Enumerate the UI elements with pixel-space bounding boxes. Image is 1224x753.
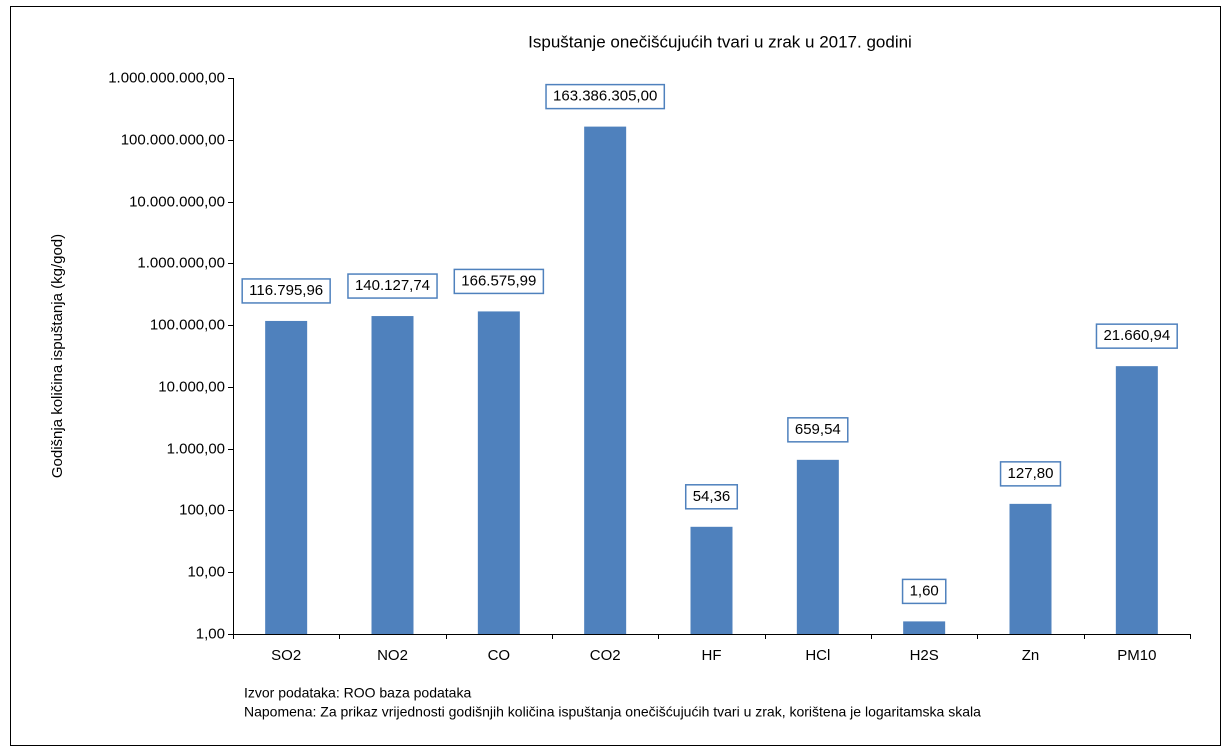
bar [796,459,839,634]
y-tick-label: 1.000,00 [167,440,225,457]
data-label-box [453,268,545,295]
y-tick-label: 10,00 [187,563,225,580]
chart-title: Ispuštanje onečišćujućih tvari u zrak u … [528,32,912,51]
y-axis-label: Godišnja količina ispuštanja (kg/god) [49,234,66,478]
x-tick-label: H2S [910,647,939,664]
bar [477,311,520,634]
bar [1115,366,1158,634]
x-tick-label: SO2 [271,647,301,664]
data-label-box [241,278,331,304]
bar [584,126,627,635]
bar [690,526,733,634]
data-label: 163.386.305,00 [553,88,657,105]
data-label: 1,60 [910,582,939,599]
note: Napomena: Za prikaz vrijednosti godišnji… [244,704,981,720]
note: Izvor podataka: ROO baza podataka [244,685,471,701]
data-label: 166.575,99 [461,272,536,289]
x-tick-label: Zn [1022,647,1040,664]
data-label-box [901,578,947,605]
x-tick-label: CO2 [590,647,621,664]
bar [903,621,946,634]
x-tick-label: NO2 [377,647,408,664]
y-tick-label: 100.000,00 [150,316,225,333]
data-label: 116.795,96 [249,282,323,299]
y-tick-label: 100.000.000,00 [121,131,225,148]
bar [1009,503,1052,634]
data-label: 21.660,94 [1103,327,1170,344]
y-tick-label: 10.000,00 [158,378,225,395]
y-tick-label: 1,00 [196,625,225,642]
x-tick-label: HCl [805,647,830,664]
x-tick-label: PM10 [1117,647,1156,664]
data-label-box [684,484,739,510]
x-tick-label: HF [702,647,722,664]
data-label: 140.127,74 [355,277,430,294]
data-label: 659,54 [795,421,841,438]
bar [265,320,308,634]
data-label-box [999,461,1062,487]
data-label-box [787,417,849,443]
data-label-box [1095,323,1178,349]
data-label: 127,80 [1008,465,1054,482]
data-label-box [545,83,666,110]
y-tick-label: 1.000.000.000,00 [108,69,225,86]
x-tick-label: CO [488,647,511,664]
data-label-box [347,273,438,299]
y-tick-label: 100,00 [179,501,225,518]
bar [371,316,414,634]
y-tick-label: 1.000.000,00 [137,254,225,271]
data-label: 54,36 [693,488,731,505]
y-tick-label: 10.000.000,00 [129,193,225,210]
